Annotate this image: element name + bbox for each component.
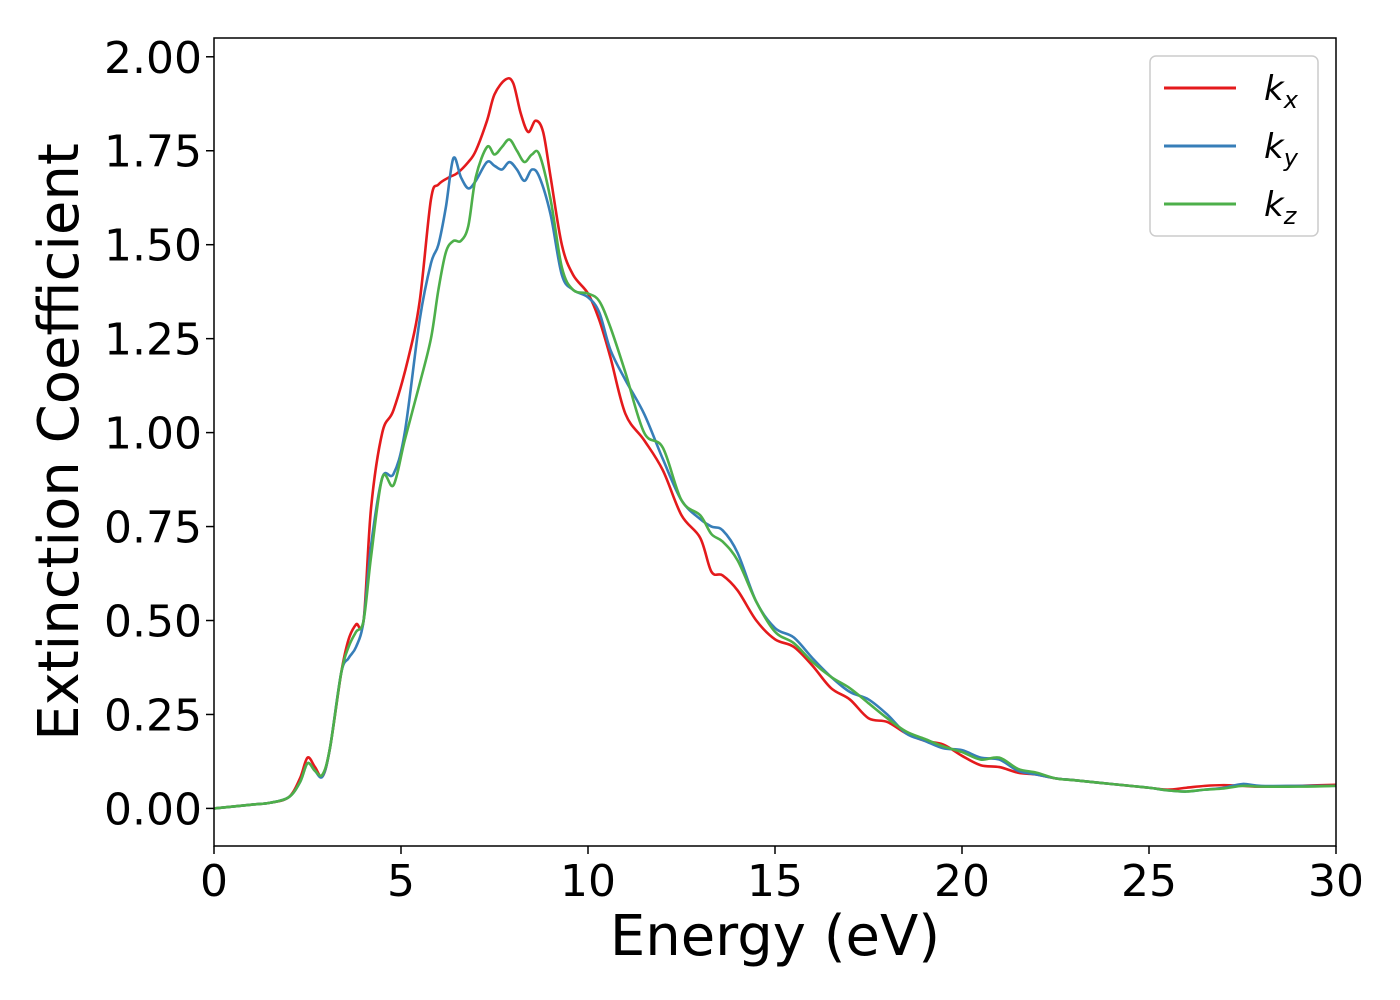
x-tick-label: 10: [560, 856, 616, 907]
x-tick-label: 30: [1308, 856, 1364, 907]
plot-area-frame: [213, 37, 1337, 847]
y-tick-label: 0.25: [104, 690, 202, 741]
y-tick-label: 1.00: [104, 409, 202, 460]
y-tick-label: 0.75: [104, 503, 202, 554]
y-tick-label: 2.00: [104, 33, 202, 84]
y-tick-label: 0.00: [104, 784, 202, 835]
y-tick-label: 1.50: [104, 221, 202, 272]
x-tick-label: 5: [387, 856, 415, 907]
series-lines: [213, 76, 1337, 810]
y-tick-label: 0.50: [104, 597, 202, 648]
y-tick-label: 1.25: [104, 315, 202, 366]
x-tick-label: 20: [934, 856, 990, 907]
x-axis-ticks: 0 5 10 15 20 25 30: [200, 846, 1364, 907]
x-tick-label: 25: [1121, 856, 1177, 907]
x-axis-title: Energy (eV): [610, 904, 940, 969]
x-tick-label: 15: [747, 856, 803, 907]
y-tick-label: 1.75: [104, 127, 202, 178]
y-axis-ticks: 0.00 0.25 0.50 0.75 1.00 1.25 1.50 1.75 2.00: [104, 33, 214, 835]
x-tick-label: 0: [200, 856, 228, 907]
series-line-kz: [213, 138, 1337, 810]
y-axis-title: Extinction Coefficient: [27, 143, 92, 741]
